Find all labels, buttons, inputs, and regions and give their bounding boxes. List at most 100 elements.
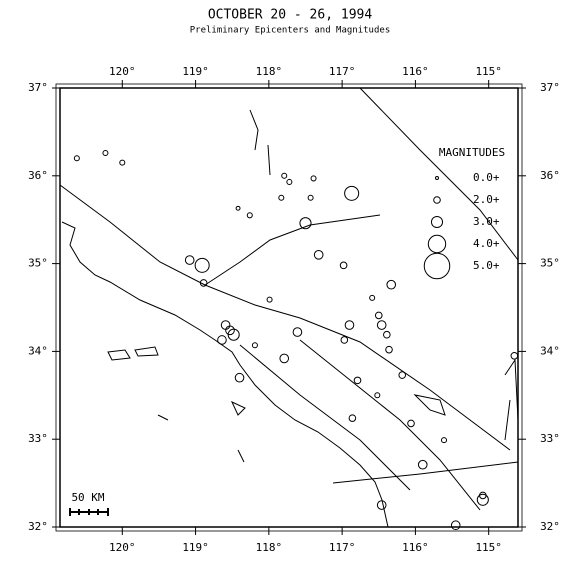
epicenter xyxy=(184,255,195,265)
fault xyxy=(239,344,411,491)
epicenter xyxy=(119,159,126,166)
epicenter xyxy=(246,212,253,219)
epicenter xyxy=(102,149,109,156)
epicenter xyxy=(450,520,461,531)
subtitle: Preliminary Epicenters and Magnitudes xyxy=(190,26,390,36)
legend-symbol xyxy=(433,196,441,204)
scale-bar-line xyxy=(69,508,109,516)
x-tick-label: 116° xyxy=(402,65,429,78)
epicenter xyxy=(217,335,227,345)
legend-symbol xyxy=(435,176,439,180)
epicenter xyxy=(281,172,288,179)
y-tick-label: 37° xyxy=(540,81,560,94)
y-tick-label: 36° xyxy=(540,169,560,182)
epicenter xyxy=(278,194,285,201)
x-tick-label: 115° xyxy=(475,541,502,554)
legend-symbol xyxy=(423,252,451,280)
epicenter xyxy=(199,279,208,287)
epicenter xyxy=(194,257,210,273)
country-border xyxy=(332,461,519,484)
x-tick-label: 120° xyxy=(109,541,136,554)
x-tick-label: 117° xyxy=(329,65,356,78)
epicenter xyxy=(313,250,324,260)
epicenter xyxy=(385,345,393,354)
epicenter xyxy=(376,500,387,510)
epicenter xyxy=(227,328,240,341)
x-tick-label: 119° xyxy=(182,65,209,78)
epicenter xyxy=(235,205,241,211)
y-tick-label: 32° xyxy=(540,520,560,533)
x-tick-label: 120° xyxy=(109,65,136,78)
epicenter xyxy=(510,351,519,360)
epicenter xyxy=(383,330,391,339)
y-tick-label: 35° xyxy=(28,257,48,270)
scale-label: 50 KM xyxy=(71,491,104,504)
coastline xyxy=(61,221,389,528)
epicenter xyxy=(225,325,235,336)
epicenter xyxy=(407,419,415,428)
y-tick-label: 37° xyxy=(28,81,48,94)
dynamic-layer: 120° 120° 119° 119° 118° 118° 117° 117° 116° 116°… xyxy=(28,65,560,554)
epicenter xyxy=(234,372,245,383)
map-frame-outer xyxy=(55,83,523,532)
epicenter xyxy=(369,294,376,301)
legend-title: MAGNITUDES xyxy=(439,146,505,159)
x-tick-label: 118° xyxy=(256,65,283,78)
y-tick-label: 34° xyxy=(28,344,48,357)
y-tick-label: 33° xyxy=(28,432,48,445)
epicenter xyxy=(279,353,290,364)
fault xyxy=(249,109,271,176)
epicenter xyxy=(479,491,487,500)
epicenter xyxy=(417,459,428,470)
legend-symbol xyxy=(430,215,444,229)
y-tick-label: 33° xyxy=(540,432,560,445)
epicenter xyxy=(220,320,231,330)
epicenter xyxy=(376,320,387,330)
legend-symbol xyxy=(427,234,447,254)
state-border xyxy=(359,87,519,261)
epicenter xyxy=(353,376,362,385)
x-tick-label: 117° xyxy=(329,541,356,554)
epicenter xyxy=(348,414,357,422)
epicenter xyxy=(386,279,397,290)
fault xyxy=(59,184,511,451)
epicenter xyxy=(340,336,349,344)
fault xyxy=(204,214,381,286)
geography xyxy=(59,87,519,528)
y-tick-label: 32° xyxy=(28,520,48,533)
epicenter xyxy=(286,178,293,185)
epicenter xyxy=(344,185,360,201)
x-tick-label: 116° xyxy=(402,541,429,554)
epicenter xyxy=(398,371,407,379)
epicenter xyxy=(307,194,314,201)
epicenter xyxy=(440,437,447,444)
x-tick-label: 115° xyxy=(475,65,502,78)
fault xyxy=(299,339,481,511)
epicenter xyxy=(476,493,489,506)
epicenter xyxy=(374,392,381,399)
islands xyxy=(107,346,246,463)
river xyxy=(504,358,519,441)
epicenter xyxy=(339,261,348,270)
epicenter xyxy=(266,296,273,303)
title: OCTOBER 20 - 26, 1994 xyxy=(208,8,373,23)
y-tick-label: 34° xyxy=(540,344,560,357)
x-tick-label: 119° xyxy=(182,541,209,554)
legend-label: 5.0+ xyxy=(473,259,500,272)
legend-label: 2.0+ xyxy=(473,193,500,206)
salton-sea xyxy=(413,394,446,416)
epicenter xyxy=(344,320,355,330)
legend-label: 0.0+ xyxy=(473,171,500,184)
map-frame xyxy=(59,87,519,528)
y-tick-label: 36° xyxy=(28,169,48,182)
legend-label: 4.0+ xyxy=(473,237,500,250)
epicenter xyxy=(292,327,303,337)
x-tick-label: 118° xyxy=(256,541,283,554)
legend-label: 3.0+ xyxy=(473,215,500,228)
epicenter xyxy=(299,217,312,230)
scale-bar: 50 KM xyxy=(69,491,109,516)
epicenter xyxy=(374,311,383,320)
epicenter xyxy=(73,155,80,162)
y-tick-label: 35° xyxy=(540,257,560,270)
